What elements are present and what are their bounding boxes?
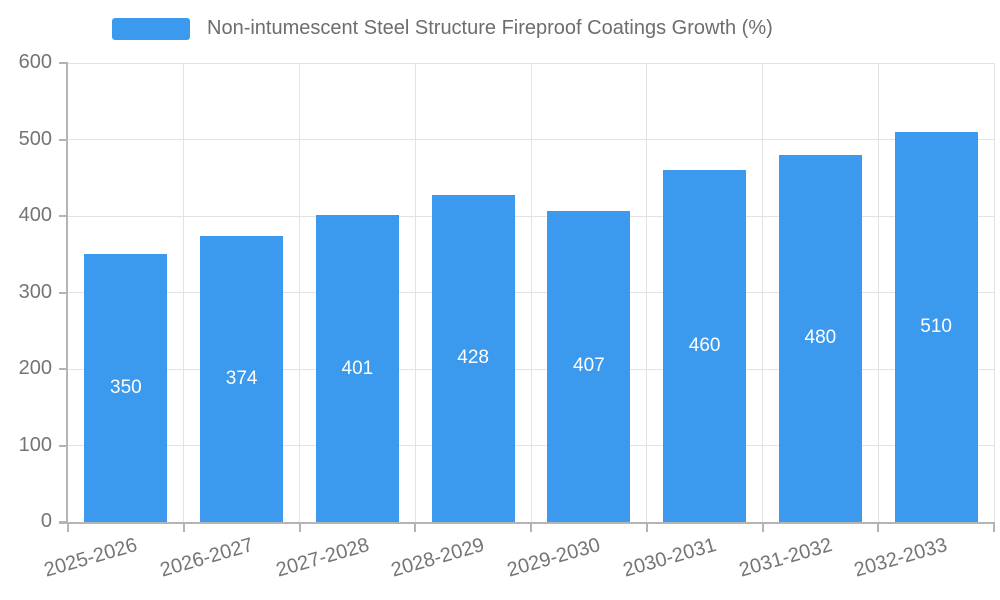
v-gridline (414, 63, 416, 522)
v-gridline (299, 63, 300, 522)
x-tick-mark (530, 522, 532, 532)
x-tick-mark (67, 522, 69, 532)
x-axis-tick-label: 2031-2032 (736, 534, 835, 582)
bar-value-label: 374 (225, 367, 258, 389)
x-axis-tick-label: 2026-2027 (157, 534, 256, 582)
v-gridline (183, 63, 185, 522)
y-axis-tick-label: 200 (18, 357, 52, 379)
y-axis-tick-label: 400 (18, 204, 52, 226)
y-axis-tick-label: 500 (18, 127, 52, 150)
bar-value-label: 428 (457, 347, 489, 369)
x-axis-tick-label: 2032-2033 (852, 534, 951, 582)
v-gridline (993, 63, 995, 522)
y-tick-mark (59, 291, 68, 294)
bar[interactable] (547, 210, 631, 522)
x-tick-mark (298, 522, 301, 532)
y-tick-mark (59, 444, 68, 447)
y-tick-mark (59, 62, 68, 64)
x-tick-mark (877, 522, 880, 532)
y-tick-mark (59, 368, 68, 370)
legend-swatch (112, 17, 190, 40)
bar-value-label: 407 (573, 355, 605, 377)
bar[interactable] (315, 215, 399, 522)
bar[interactable] (778, 154, 862, 522)
y-tick-mark (59, 521, 68, 523)
bar-value-label: 460 (688, 335, 721, 357)
v-gridline (646, 63, 648, 522)
x-axis-line (59, 522, 994, 524)
x-axis-tick-label: 2028-2029 (389, 534, 488, 582)
bar-value-label: 480 (804, 327, 837, 349)
bar[interactable] (894, 131, 978, 522)
x-axis-tick-label: 2029-2030 (504, 534, 603, 582)
legend-label: Non-intumescent Steel Structure Fireproo… (207, 17, 773, 39)
y-axis-tick-label: 100 (18, 433, 52, 456)
x-tick-mark (993, 522, 995, 532)
bar-value-label: 510 (920, 315, 952, 337)
x-tick-mark (414, 522, 417, 532)
x-tick-mark (182, 522, 185, 532)
v-gridline (762, 63, 763, 522)
x-tick-mark (645, 522, 648, 532)
bar[interactable] (200, 235, 284, 522)
v-gridline (877, 63, 879, 522)
y-tick-mark (59, 215, 68, 217)
y-tick-mark (59, 138, 68, 141)
v-gridline (530, 63, 532, 522)
bar[interactable] (431, 194, 515, 522)
y-axis-tick-label: 300 (18, 280, 52, 303)
bar-value-label: 401 (341, 357, 374, 379)
y-axis-tick-label: 0 (40, 510, 52, 532)
y-axis-tick-label: 600 (18, 51, 52, 73)
legend-item[interactable]: Non-intumescent Steel Structure Fireproo… (112, 17, 773, 40)
x-axis-tick-label: 2030-2031 (620, 534, 719, 582)
x-tick-mark (761, 522, 764, 532)
bar[interactable] (663, 170, 747, 522)
bar-value-label: 350 (110, 377, 142, 399)
x-axis-tick-label: 2025-2026 (41, 534, 140, 582)
x-axis-tick-label: 2027-2028 (273, 534, 372, 582)
bar[interactable] (84, 254, 168, 522)
